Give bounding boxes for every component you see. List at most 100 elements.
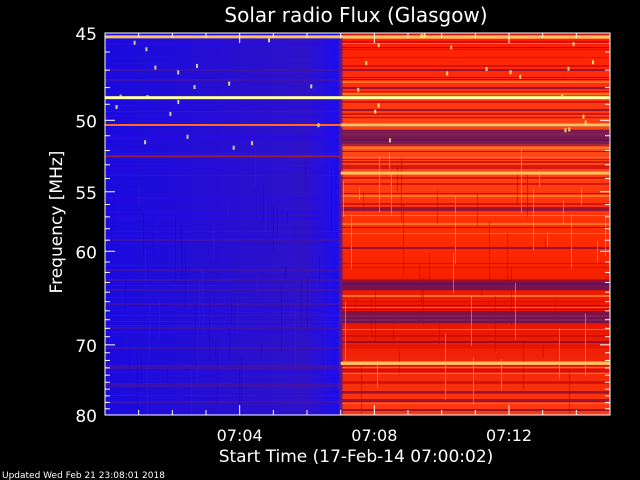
texture-band — [340, 87, 610, 89]
streak — [241, 356, 242, 415]
texture-band — [340, 335, 610, 337]
streak — [489, 221, 490, 283]
texture-band — [105, 307, 341, 308]
streak — [329, 163, 330, 218]
x-tick-label: 07:04 — [217, 426, 263, 445]
texture-band — [340, 57, 610, 58]
texture-band — [340, 49, 610, 50]
texture-band — [105, 181, 341, 182]
streak — [153, 218, 154, 259]
texture-band — [105, 173, 341, 174]
texture-band — [105, 227, 341, 228]
y-axis-label: Frequency [MHz] — [47, 151, 67, 294]
streak — [287, 211, 288, 225]
streak — [181, 226, 182, 279]
speck — [146, 94, 149, 99]
texture-band — [340, 93, 610, 95]
speck — [485, 67, 488, 72]
streak — [201, 267, 202, 305]
texture-band — [105, 403, 341, 404]
streak — [419, 263, 420, 290]
texture-band — [105, 297, 341, 298]
texture-band — [105, 367, 341, 369]
texture-band — [105, 79, 341, 81]
streak — [195, 302, 196, 367]
streak — [137, 351, 138, 415]
texture-band — [340, 209, 610, 211]
x-tick-label: 07:12 — [486, 426, 532, 445]
speck — [133, 40, 136, 45]
streak — [379, 156, 380, 213]
texture-band — [105, 321, 341, 322]
streak — [391, 174, 392, 217]
texture-band — [340, 301, 610, 302]
streak — [571, 213, 572, 269]
texture-band — [340, 161, 610, 163]
absorption-band — [340, 280, 610, 291]
texture-band — [340, 157, 610, 158]
streak — [481, 285, 482, 297]
streak — [281, 285, 282, 352]
texture-band — [105, 385, 341, 387]
texture-band — [105, 269, 341, 271]
streak — [167, 367, 168, 385]
speck — [115, 105, 118, 110]
texture-band — [340, 307, 610, 308]
streak — [273, 205, 274, 252]
streak — [143, 211, 144, 260]
texture-band — [105, 231, 341, 232]
speck — [145, 47, 148, 52]
texture-band — [340, 345, 610, 346]
texture-band — [340, 183, 610, 185]
pre-burst-region — [105, 33, 341, 415]
texture-band — [340, 383, 610, 384]
streak — [495, 295, 496, 351]
streak — [403, 205, 404, 275]
speck — [423, 33, 426, 38]
streak — [265, 198, 266, 238]
streak — [159, 300, 160, 339]
texture-band — [340, 309, 610, 310]
speck — [374, 109, 377, 114]
texture-band — [105, 371, 341, 373]
texture-band — [340, 195, 610, 197]
streak — [555, 300, 556, 316]
texture-band — [340, 77, 610, 78]
speck — [591, 60, 594, 65]
interference-line — [340, 361, 610, 365]
absorption-band — [340, 129, 610, 145]
texture-band — [340, 207, 610, 209]
speck — [365, 61, 368, 66]
texture-band — [340, 371, 610, 372]
y-tick-label: 60 — [75, 243, 97, 263]
texture-band — [105, 393, 341, 394]
y-tick-label: 55 — [75, 184, 97, 204]
streak — [199, 280, 200, 327]
x-tick-label: 07:08 — [351, 426, 397, 445]
texture-band — [105, 153, 341, 154]
streak — [191, 372, 192, 415]
streak — [209, 294, 210, 361]
texture-band — [105, 285, 341, 286]
streak — [517, 172, 518, 205]
speck — [568, 127, 571, 132]
texture-band — [340, 117, 610, 118]
texture-band — [105, 149, 341, 150]
axes: 07:04 07:08 07:12 45 50 55 60 70 80 — [75, 25, 611, 445]
streak — [397, 164, 398, 192]
texture-band — [105, 327, 341, 329]
speck — [584, 120, 587, 125]
speck — [357, 87, 360, 92]
streak — [305, 158, 306, 190]
streak — [363, 192, 364, 212]
streak — [145, 248, 146, 284]
texture-band — [340, 341, 610, 343]
texture-band — [105, 81, 341, 82]
streak — [375, 283, 376, 342]
texture-band — [105, 69, 341, 71]
texture-band — [340, 193, 610, 194]
texture-band — [105, 251, 341, 252]
texture-band — [340, 267, 610, 268]
speck — [582, 114, 585, 119]
